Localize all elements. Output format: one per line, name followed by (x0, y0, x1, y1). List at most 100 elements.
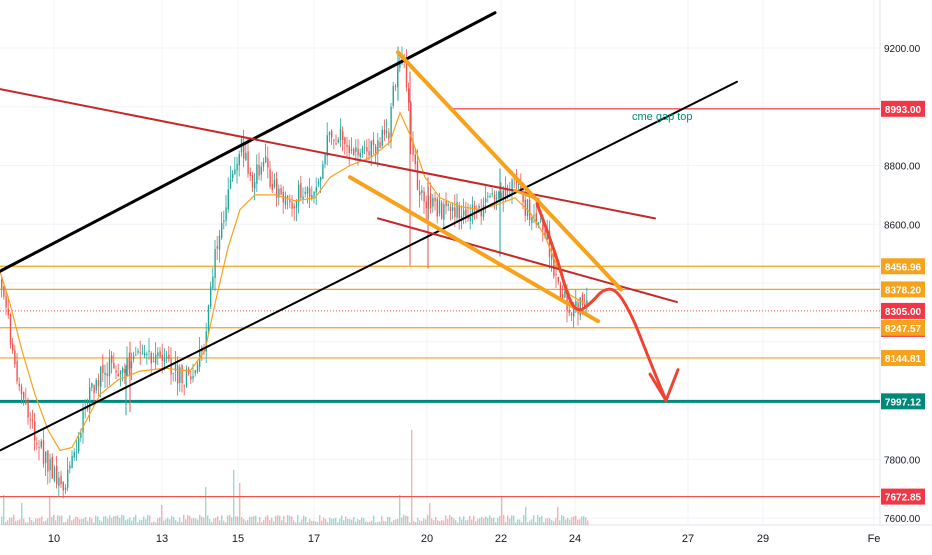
candle-body (27, 402, 29, 418)
candle-body (137, 350, 139, 353)
candle-body (456, 202, 458, 218)
volume-bar (229, 515, 231, 525)
candle-body (12, 343, 14, 351)
candle-body (344, 137, 346, 145)
volume-bar (507, 515, 509, 525)
candle-body (460, 215, 463, 219)
candle-body (372, 139, 375, 146)
volume-bar (539, 517, 541, 525)
volume-bar (457, 522, 459, 525)
annotations: cme gap top (632, 111, 693, 123)
volume-bar (363, 518, 365, 525)
x-tick-label[interactable]: 27 (682, 533, 694, 545)
x-tick-label[interactable]: 29 (757, 533, 769, 545)
volume-bar (545, 518, 547, 525)
volume-bar (301, 519, 303, 525)
price-label-box (881, 281, 925, 298)
candle-body (504, 188, 507, 197)
y-tick-label[interactable]: 9200.00 (884, 44, 921, 55)
volume-bar (409, 522, 411, 525)
x-tick-label[interactable]: 10 (48, 533, 60, 545)
candle-body (23, 392, 25, 399)
candle-body (51, 456, 53, 479)
candle-body (399, 60, 401, 68)
volume-bar (401, 517, 403, 525)
projection-arrow (535, 202, 680, 402)
volume-bar (25, 522, 27, 525)
volume-bar (121, 514, 123, 525)
volume-bar (19, 519, 21, 525)
candle-body (408, 88, 410, 103)
candle-body (56, 465, 58, 485)
volume-bar (537, 514, 539, 525)
volume-bar (299, 522, 301, 525)
candle-body (80, 433, 82, 438)
candle-body (414, 154, 416, 165)
candle-body (152, 360, 155, 363)
candle-body (3, 285, 5, 297)
candle-body (278, 188, 280, 198)
candle-body (247, 151, 249, 174)
volume-bar (227, 515, 229, 525)
candle-body (573, 303, 575, 317)
time-axis[interactable]: 10 13 15 17 20 22 24 27 29 Fe (48, 533, 881, 545)
y-tick-label[interactable]: 8800.00 (884, 162, 921, 173)
candle-body (34, 421, 36, 441)
candle-body (447, 204, 449, 207)
candle-body (214, 249, 216, 278)
candle-body (117, 373, 119, 377)
y-tick-label[interactable]: 7600.00 (884, 514, 921, 525)
x-tick-label[interactable]: 24 (569, 533, 581, 545)
candle-body (474, 206, 476, 210)
candle-body (309, 188, 311, 197)
volume-bar (3, 495, 5, 525)
candle-body (97, 380, 100, 387)
x-tick-label[interactable]: 15 (232, 533, 244, 545)
y-tick-label[interactable]: 7800.00 (884, 455, 921, 466)
candle-body (449, 206, 452, 212)
volume-bar (185, 519, 187, 525)
x-tick-label[interactable]: 13 (156, 533, 168, 545)
candle-body (119, 370, 122, 374)
volume-bar (271, 517, 273, 525)
volume-bar (417, 517, 419, 525)
volume-bar (361, 517, 363, 525)
x-tick-label[interactable]: 17 (308, 533, 320, 545)
price-axis[interactable]: 9200.00 8800.00 8600.00 7800.00 7600.00 8993.… (881, 44, 925, 525)
candle-body (284, 196, 287, 205)
candle-body (298, 184, 300, 203)
x-tick-label[interactable]: 20 (421, 533, 433, 545)
candle-body (150, 352, 152, 364)
x-tick-label[interactable]: 22 (495, 533, 507, 545)
y-tick-label[interactable]: 8600.00 (884, 220, 921, 231)
candle-body (438, 200, 441, 214)
candle-body (493, 195, 496, 200)
volume-bar (473, 515, 475, 525)
candle-body (326, 135, 328, 156)
volume-bar (147, 514, 149, 525)
volume-bar (381, 515, 383, 525)
volume-bar (371, 520, 373, 525)
volume-bar (219, 520, 221, 525)
volume-bar (333, 518, 335, 525)
candle-body (172, 372, 174, 374)
volume-bar (375, 522, 377, 525)
candle-body (229, 179, 232, 189)
candle-body (102, 364, 104, 373)
volume-bar (293, 520, 295, 525)
candle-body (183, 385, 185, 387)
volume-bar (323, 517, 325, 525)
candle-body (71, 455, 73, 468)
x-tick-label[interactable]: Fe (868, 533, 881, 545)
volume-bar (129, 517, 131, 525)
candle-body (394, 86, 397, 88)
volume-bar (525, 507, 527, 525)
candle-body (496, 197, 498, 199)
candle-body (69, 465, 71, 469)
volume-bar (85, 517, 87, 525)
candle-body (91, 383, 93, 388)
volume-bar (493, 517, 495, 525)
volume-bar (465, 520, 467, 525)
candle-body (128, 357, 130, 370)
candle-body (106, 373, 108, 376)
